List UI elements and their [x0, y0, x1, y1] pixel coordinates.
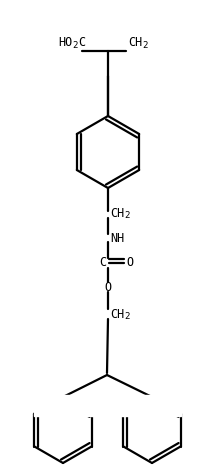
Text: NH: NH	[110, 231, 124, 245]
Text: C: C	[99, 255, 106, 269]
Text: 2: 2	[142, 41, 147, 50]
Text: CH: CH	[110, 207, 124, 219]
Text: 2: 2	[72, 41, 77, 50]
Text: O: O	[104, 280, 112, 294]
Text: HO: HO	[58, 36, 72, 50]
Text: CH: CH	[110, 307, 124, 321]
Text: 2: 2	[124, 210, 129, 219]
Text: O: O	[126, 255, 133, 269]
Bar	[34, 395, 181, 415]
Text: 2: 2	[124, 312, 129, 321]
Text: C: C	[78, 36, 85, 50]
Text: CH: CH	[128, 36, 142, 50]
